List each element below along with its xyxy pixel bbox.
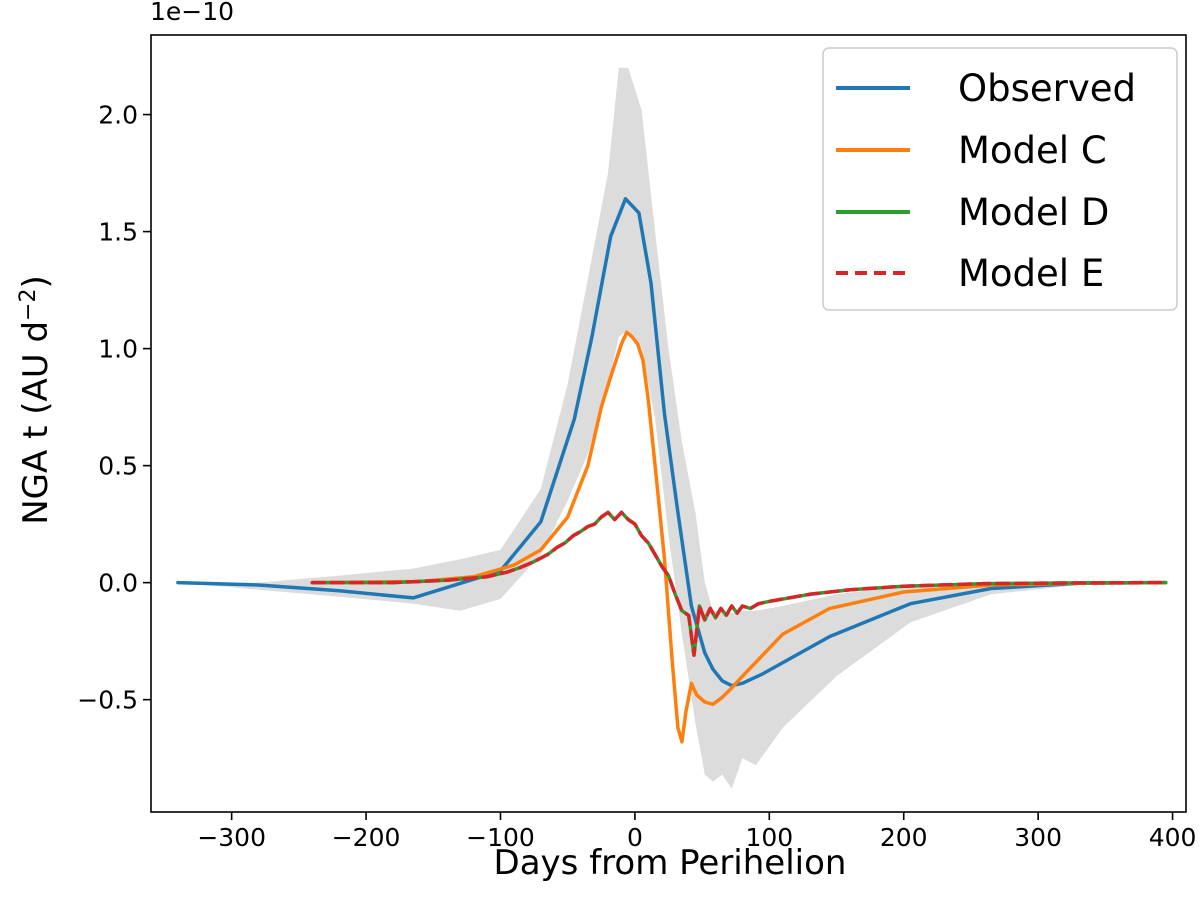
axes-frame (150, 34, 1187, 813)
y-tick-label: 2.0 (98, 101, 138, 130)
x-tick-label: 300 (1014, 823, 1062, 852)
uncertainty-band (177, 67, 1166, 789)
series-line-observed (176, 197, 1168, 688)
y-tick-label: 0.5 (98, 452, 138, 481)
plot-layer (176, 67, 1168, 789)
y-tick-label: 1.0 (98, 335, 138, 364)
x-axis-title: Days from Perihelion (494, 843, 847, 883)
x-tick-label: 200 (880, 823, 928, 852)
series-line-model-c (310, 330, 1168, 744)
legend-label-model-c: Model C (958, 129, 1107, 172)
y-tick-label: −0.5 (77, 686, 138, 715)
y-tick-label: 1.5 (98, 218, 138, 247)
x-tick-label: −100 (466, 823, 535, 852)
legend: Observed Model C Model D Model E (822, 47, 1178, 311)
y-axis-title-close: ) (16, 275, 56, 288)
y-tick-label: 0.0 (98, 569, 138, 598)
x-tick-label: −300 (197, 823, 266, 852)
y-axis-title-exponent: −2 (16, 289, 41, 321)
legend-label-model-e: Model E (958, 252, 1104, 295)
legend-frame (822, 47, 1178, 311)
series-line-model-e (310, 510, 1168, 657)
x-tick-label: 0 (627, 823, 643, 852)
y-axis-title-main: NGA t (AU d (16, 321, 56, 525)
x-tick-label: −200 (332, 823, 401, 852)
x-tick-label: 400 (1149, 823, 1197, 852)
legend-label-model-d: Model D (958, 191, 1109, 234)
y-axis-title: NGA t (AU d−2) (16, 275, 56, 525)
y-scale-label: 1e−10 (150, 0, 234, 26)
axes-layer: −300 −200 −100 0 100 200 300 400 −0.5 0.0 0.5 1.0 1.… (77, 34, 1197, 852)
x-tick-label: 100 (745, 823, 793, 852)
legend-label-observed: Observed (958, 67, 1136, 110)
